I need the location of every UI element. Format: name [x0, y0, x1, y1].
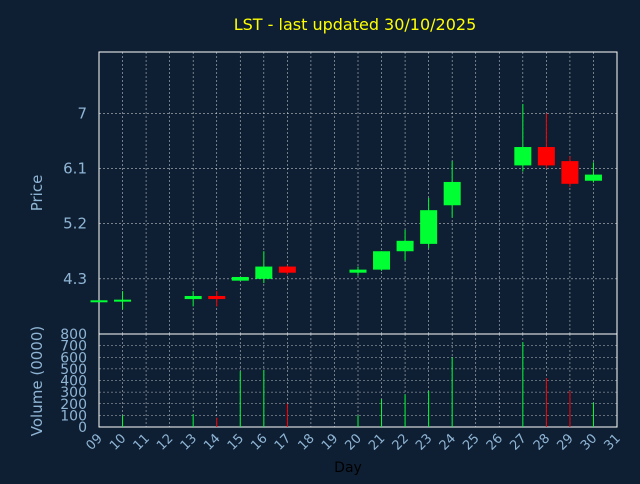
- volume-axis-label: Volume (0000): [28, 326, 46, 436]
- volume-tick-label: 300: [60, 385, 87, 401]
- volume-tick-label: 400: [60, 374, 87, 390]
- volume-tick-label: 0: [78, 420, 87, 436]
- candle-body: [396, 240, 414, 252]
- y-tick-label: 7: [77, 104, 87, 122]
- candle-body: [349, 269, 367, 273]
- candle-body: [278, 266, 296, 273]
- candle-body: [114, 299, 132, 302]
- volume-tick-label: 500: [60, 362, 87, 378]
- candle-body: [443, 181, 461, 206]
- candle-body: [208, 295, 226, 300]
- candle-body: [420, 210, 438, 244]
- volume-tick-label: 600: [60, 350, 87, 366]
- candle-body: [561, 161, 579, 184]
- candle-body: [514, 147, 532, 166]
- volume-tick-label: 200: [60, 397, 87, 413]
- volume-tick-label: 800: [60, 327, 87, 343]
- candle-body: [184, 295, 202, 300]
- y-axis-label: Price: [28, 175, 46, 212]
- y-tick-label: 6.1: [63, 159, 87, 177]
- candle-body: [584, 174, 602, 181]
- y-tick-label: 5.2: [63, 215, 87, 233]
- candle-body: [231, 276, 249, 281]
- candle-body: [373, 251, 391, 270]
- x-axis-label: Day: [334, 460, 362, 476]
- candle-body: [255, 266, 273, 279]
- volume-layer: [122, 342, 594, 427]
- volume-tick-label: 700: [60, 339, 87, 355]
- candle-body: [537, 147, 555, 166]
- y-tick-label: 4.3: [63, 270, 87, 288]
- candle-body: [90, 300, 108, 303]
- chart-title: LST - last updated 30/10/2025: [234, 15, 477, 34]
- volume-tick-label: 100: [60, 408, 87, 424]
- candle-layer: [90, 104, 602, 310]
